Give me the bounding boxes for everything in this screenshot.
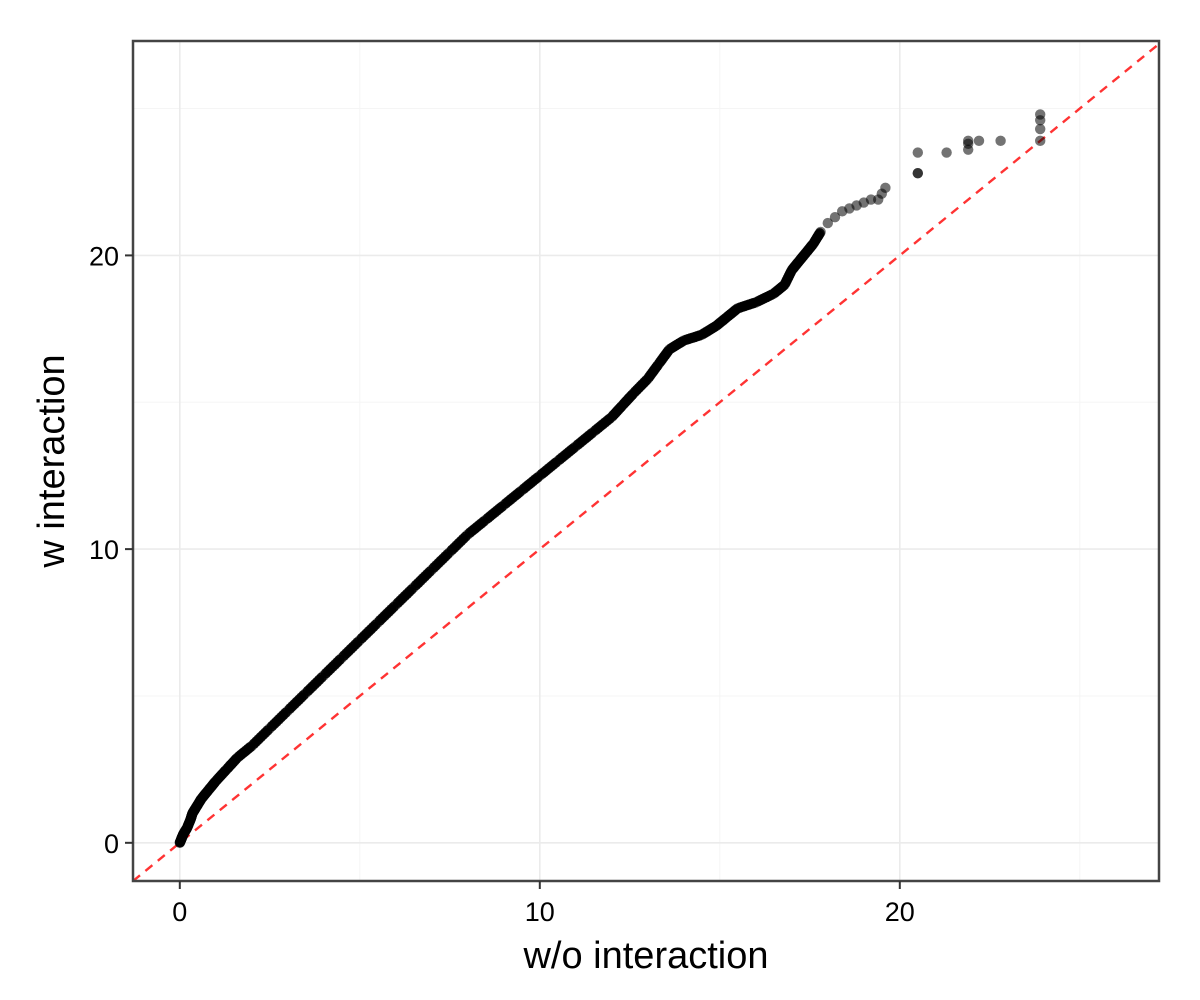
grid-major: [133, 41, 1159, 881]
x-tick-label: 0: [172, 897, 187, 927]
data-point: [995, 135, 1006, 147]
data-point: [963, 135, 974, 147]
data-point: [1035, 109, 1046, 120]
x-tick-label: 10: [525, 897, 555, 927]
data-point: [815, 226, 826, 238]
data-point: [1035, 123, 1046, 135]
data-point: [941, 147, 952, 158]
y-axis-title: w interaction: [31, 354, 73, 568]
identity-reference-line: [133, 42, 1159, 881]
x-axis-ticks: 0 10 20: [172, 881, 915, 927]
y-axis-ticks: 0 10 20: [89, 241, 133, 859]
plot-panel-border: [131, 39, 1161, 883]
data-point: [829, 212, 841, 223]
data-point: [822, 217, 833, 229]
y-tick-label: 10: [89, 535, 119, 565]
y-tick-label: 0: [104, 829, 119, 859]
data-point: [880, 182, 891, 194]
data-points: [174, 109, 1046, 849]
data-point: [912, 147, 923, 158]
x-axis-title: w/o interaction: [522, 935, 768, 977]
y-tick-label: 20: [89, 241, 119, 271]
x-tick-label: 20: [885, 897, 915, 927]
data-point: [912, 167, 923, 179]
data-point: [973, 135, 985, 147]
data-point: [1035, 135, 1046, 147]
data-point: [865, 194, 877, 205]
